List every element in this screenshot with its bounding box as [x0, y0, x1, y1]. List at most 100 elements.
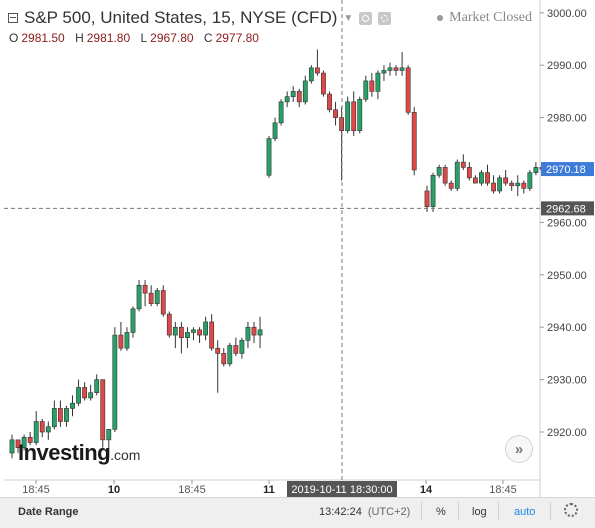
candle-body [112, 334, 118, 430]
y-tick-label: 2990.00 [547, 60, 587, 72]
candle-body [515, 182, 521, 187]
high-value: 2981.80 [86, 31, 131, 45]
candle-body [333, 109, 338, 118]
divider [498, 502, 499, 520]
high-key: H [75, 31, 84, 45]
candle-body [118, 334, 124, 349]
candle-body [64, 408, 69, 422]
candle-body [533, 167, 539, 173]
settings-icon[interactable] [378, 11, 392, 25]
candle-body [15, 439, 21, 449]
status-dot-icon [437, 15, 444, 21]
candle-body [239, 339, 245, 354]
candle-body [76, 387, 81, 404]
open-key: O [9, 31, 19, 45]
market-status-label: Market Closed [449, 10, 532, 25]
candle-body [363, 80, 369, 100]
candle-body [442, 167, 448, 184]
crosshair-price-label: 2962.68 [546, 203, 586, 215]
collapse-icon[interactable] [8, 13, 18, 23]
candle-body [278, 101, 284, 124]
scroll-to-latest-button[interactable]: » [505, 435, 533, 463]
y-tick-label: 2960.00 [547, 217, 587, 229]
gear-icon[interactable] [564, 503, 578, 517]
last-price-label: 2970.18 [546, 164, 586, 176]
candle-body [70, 402, 75, 409]
candle-body [497, 177, 502, 192]
x-tick-label: 18:45 [489, 484, 517, 496]
date-range-button[interactable]: Date Range [18, 506, 79, 518]
candle-body [424, 190, 430, 207]
candle-body [209, 321, 215, 349]
candle-body [106, 429, 112, 441]
close-value: 2977.80 [215, 31, 259, 45]
y-tick-label: 2920.00 [547, 427, 587, 439]
y-tick-label: 2940.00 [547, 322, 587, 334]
x-tick-label: 11 [263, 484, 275, 496]
title-row: S&P 500, United States, 15, NYSE (CFD) ▼ [8, 8, 392, 28]
candle-body [485, 172, 490, 184]
market-status: Market Closed [437, 10, 532, 26]
divider [458, 502, 459, 520]
candle-body [251, 326, 257, 336]
candle-body [308, 67, 314, 82]
candle-body [491, 182, 496, 192]
candle-body [172, 326, 178, 336]
candle-body [339, 117, 344, 131]
candle-body [290, 91, 296, 97]
candle-body [327, 93, 332, 111]
close-key: C [203, 31, 213, 45]
candle-body [245, 326, 251, 341]
logo-suffix: .com [110, 447, 141, 463]
candle-body [57, 408, 63, 422]
candle-body [527, 172, 533, 189]
auto-toggle[interactable]: auto [514, 506, 536, 518]
ohlc-readout: O 2981.50 H 2981.80 L 2967.80 C 2977.80 [9, 31, 266, 45]
clock-time: 13:42:24 [319, 506, 362, 518]
chevron-down-icon[interactable]: ▼ [343, 12, 354, 24]
candle-body [154, 290, 160, 304]
candle-body [272, 122, 278, 139]
candle-body [51, 408, 57, 428]
low-value: 2967.80 [150, 31, 194, 45]
x-tick-label: 14 [420, 484, 433, 496]
candle-body [321, 72, 326, 95]
candle-body [351, 101, 357, 131]
candle-body [369, 80, 375, 92]
candle-body [454, 161, 460, 189]
candle-body [9, 439, 15, 454]
candle-body [39, 421, 45, 433]
candle-body [345, 101, 351, 131]
candle-body [233, 345, 239, 354]
candle-body [215, 347, 221, 354]
logo-word: Investing [18, 440, 111, 465]
percent-toggle[interactable]: % [436, 506, 446, 518]
candle-body [88, 392, 94, 399]
crosshair-price-label-bg [541, 201, 594, 216]
candle-body [130, 308, 136, 333]
candle-body [45, 426, 51, 433]
eye-icon[interactable] [359, 11, 373, 25]
candle-body [466, 167, 472, 179]
candle-body [479, 172, 484, 184]
candle-body [509, 182, 515, 187]
candle-body [393, 67, 399, 71]
candle-body [357, 98, 363, 132]
candle-body [221, 353, 227, 365]
log-toggle[interactable]: log [472, 506, 487, 518]
candle-body [387, 67, 393, 71]
instrument-title[interactable]: S&P 500, United States, 15, NYSE (CFD) [24, 8, 338, 27]
candle-body [381, 70, 387, 74]
candle-body [94, 379, 100, 394]
candle-body [430, 174, 436, 207]
clock-timezone[interactable]: (UTC+2) [367, 506, 411, 518]
candle-body [160, 290, 166, 315]
candle-body [284, 96, 290, 103]
x-tick-label: 18:45 [22, 484, 50, 496]
candle-body [148, 292, 154, 304]
x-tick-label: 18:45 [178, 484, 206, 496]
crosshair-time-label-bg [287, 481, 397, 497]
candle-body [302, 80, 308, 103]
y-tick-label: 2950.00 [547, 270, 587, 282]
